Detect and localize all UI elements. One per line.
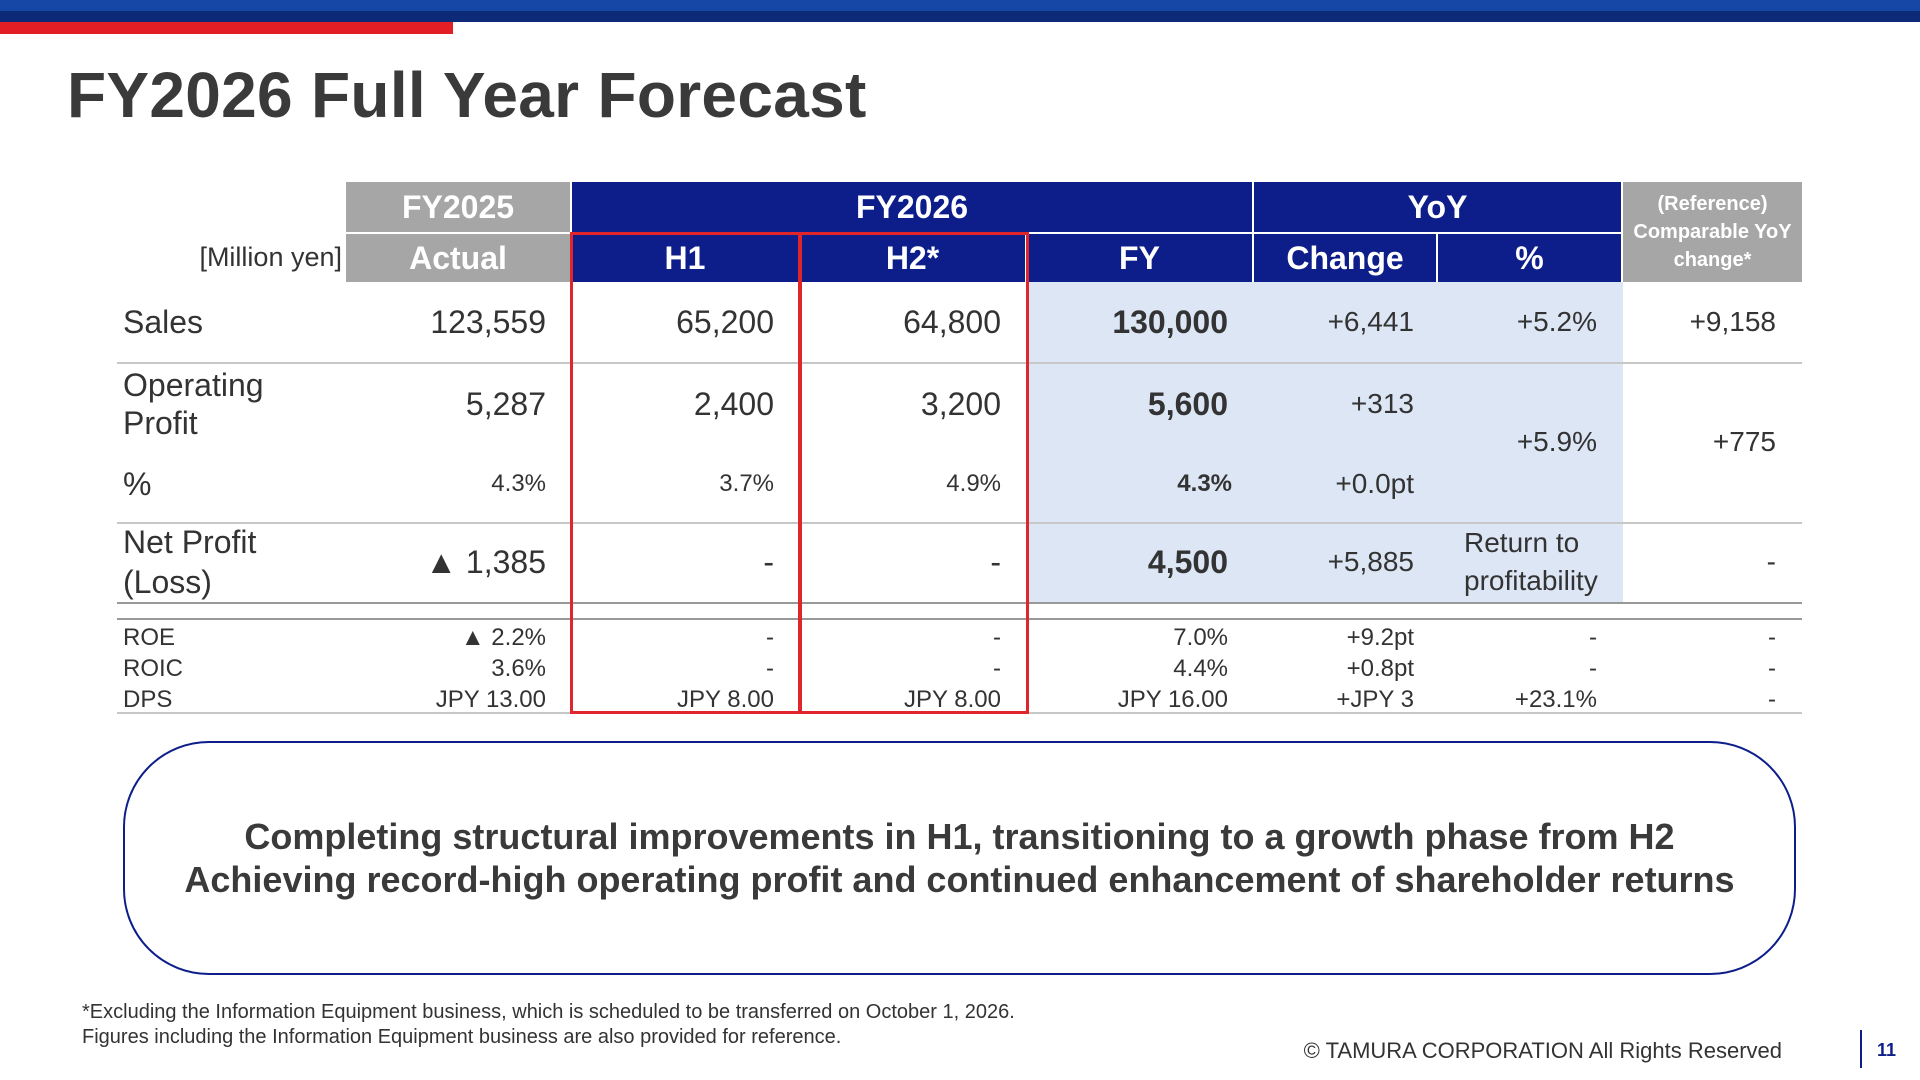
- row-divider: [117, 362, 1802, 364]
- header-fy2025: FY2025: [346, 182, 570, 232]
- page-title: FY2026 Full Year Forecast: [67, 59, 867, 131]
- h2-highlight-box: [798, 232, 1029, 714]
- cell-roe-actual: ▲ 2.2%: [460, 623, 546, 651]
- cell-roic-h1: -: [766, 654, 774, 682]
- row-divider: [117, 522, 1802, 524]
- forecast-table: FY2025 FY2026 YoY (Reference) Comparable…: [117, 182, 1802, 714]
- row-label-sales: Sales: [123, 303, 204, 340]
- row-divider: [117, 618, 1802, 620]
- header-reference-line3: change*: [1673, 249, 1752, 271]
- callout-line-2: Achieving record-high operating profit a…: [184, 859, 1735, 900]
- cell-sales-actual: 123,559: [430, 303, 546, 340]
- cell-dps-actual: JPY 13.00: [435, 685, 546, 713]
- header-reference-line1: (Reference): [1657, 193, 1768, 215]
- cell-roe-h1: -: [766, 623, 774, 651]
- cell-op-fy: 5,600: [1147, 385, 1228, 422]
- cell-np-h1: -: [763, 543, 774, 580]
- cell-np-pct: Return to profitability: [1440, 522, 1623, 602]
- header-pct: %: [1438, 234, 1621, 282]
- row-label-operating-profit-line2: Profit: [123, 405, 198, 441]
- top-bar-blue-highlight: [0, 0, 1920, 11]
- row-label-operating-profit: Operating Profit: [117, 362, 346, 446]
- key-message-callout: Completing structural improvements in H1…: [123, 741, 1796, 975]
- cell-roic-h2: -: [993, 654, 1001, 682]
- cell-roic-change: +0.8pt: [1346, 654, 1414, 682]
- row-label-dps: DPS: [123, 685, 173, 713]
- header-reference-line2: Comparable YoY: [1633, 221, 1792, 243]
- row-label-op-margin: %: [123, 465, 152, 502]
- cell-np-pct-line2: profitability: [1464, 565, 1598, 596]
- h1-highlight-box: [570, 232, 802, 714]
- cell-op-ref: +775: [1712, 426, 1776, 457]
- cell-dps-change: +JPY 3: [1336, 685, 1414, 713]
- cell-np-fy: 4,500: [1147, 543, 1228, 580]
- cell-dps-h1: JPY 8.00: [677, 685, 774, 713]
- footnote: *Excluding the Information Equipment bus…: [82, 1000, 1015, 1050]
- header-fy: FY: [1027, 234, 1252, 282]
- header-h2: H2*: [800, 234, 1025, 282]
- footnote-line-2: Figures including the Information Equipm…: [82, 1026, 842, 1048]
- top-bar-red-accent: [0, 22, 453, 34]
- cell-op-h1: 2,400: [693, 385, 774, 422]
- header-change: Change: [1254, 234, 1436, 282]
- row-label-net-profit-line2: (Loss): [123, 564, 212, 600]
- row-divider: [117, 602, 1802, 604]
- cell-dps-ref: -: [1768, 685, 1776, 713]
- row-label-roic: ROIC: [123, 654, 183, 682]
- cell-roe-h2: -: [993, 623, 1001, 651]
- header-fy2026: FY2026: [572, 182, 1252, 232]
- cell-roic-actual: 3.6%: [491, 654, 546, 682]
- cell-dps-pct: +23.1%: [1514, 685, 1597, 713]
- cell-margin-fy: 4.3%: [1177, 470, 1232, 497]
- cell-roe-change: +9.2pt: [1346, 623, 1414, 651]
- cell-margin-h1: 3.7%: [719, 470, 774, 497]
- page-number: 11: [1877, 1040, 1897, 1060]
- cell-roe-pct: -: [1589, 623, 1597, 651]
- cell-sales-fy: 130,000: [1112, 303, 1228, 340]
- copyright: © TAMURA CORPORATION All Rights Reserved: [1304, 1038, 1846, 1064]
- cell-np-actual: ▲ 1,385: [425, 543, 546, 580]
- cell-sales-ref: +9,158: [1689, 306, 1776, 337]
- cell-sales-h2: 64,800: [903, 303, 1001, 340]
- header-reference: (Reference) Comparable YoY change*: [1623, 182, 1802, 282]
- row-label-roe: ROE: [123, 623, 176, 651]
- cell-roic-pct: -: [1589, 654, 1597, 682]
- cell-dps-h2: JPY 8.00: [904, 685, 1001, 713]
- fy-column-highlight: [1027, 282, 1254, 602]
- cell-op-pct: +5.9%: [1516, 426, 1597, 457]
- cell-op-h2: 3,200: [920, 385, 1001, 422]
- cell-np-pct-line1: Return to: [1464, 527, 1580, 558]
- cell-np-change: +5,885: [1327, 546, 1414, 577]
- cell-np-h2: -: [990, 543, 1001, 580]
- change-column-highlight: [1254, 282, 1440, 602]
- row-label-net-profit: Net Profit (Loss): [117, 522, 346, 602]
- cell-sales-h1: 65,200: [676, 303, 774, 340]
- pct-column-highlight: [1440, 282, 1623, 602]
- footnote-line-1: *Excluding the Information Equipment bus…: [82, 1001, 1015, 1023]
- cell-margin-change: +0.0pt: [1335, 468, 1414, 499]
- cell-op-change: +313: [1350, 388, 1414, 419]
- cell-roic-ref: -: [1768, 654, 1776, 682]
- unit-label: [Million yen]: [199, 241, 342, 272]
- page-number-separator: [1860, 1030, 1862, 1068]
- cell-roic-fy: 4.4%: [1173, 654, 1228, 682]
- cell-np-ref: -: [1766, 546, 1776, 577]
- cell-dps-fy: JPY 16.00: [1117, 685, 1228, 713]
- header-h1: H1: [572, 234, 798, 282]
- callout-line-1: Completing structural improvements in H1…: [244, 816, 1675, 857]
- cell-sales-change: +6,441: [1327, 306, 1414, 337]
- header-actual: Actual: [346, 234, 570, 282]
- cell-sales-pct: +5.2%: [1516, 306, 1597, 337]
- cell-op-actual: 5,287: [465, 385, 546, 422]
- cell-margin-h2: 4.9%: [946, 470, 1001, 497]
- copyright-text: © TAMURA CORPORATION All Rights Reserved: [1303, 1038, 1782, 1063]
- cell-margin-actual: 4.3%: [491, 470, 546, 497]
- cell-roe-fy: 7.0%: [1173, 623, 1228, 651]
- header-yoy: YoY: [1254, 182, 1621, 232]
- cell-roe-ref: -: [1768, 623, 1776, 651]
- row-label-net-profit-line1: Net Profit: [123, 524, 257, 560]
- row-label-operating-profit-line1: Operating: [123, 367, 264, 403]
